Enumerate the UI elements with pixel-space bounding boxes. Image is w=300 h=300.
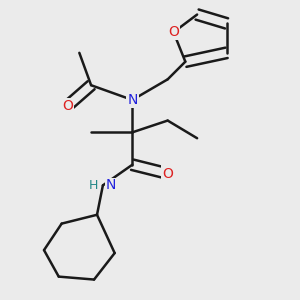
Text: O: O (168, 25, 179, 39)
Text: H: H (89, 179, 98, 192)
Text: O: O (162, 167, 173, 181)
Text: N: N (127, 93, 137, 107)
Text: N: N (106, 178, 116, 192)
Text: O: O (62, 99, 73, 113)
